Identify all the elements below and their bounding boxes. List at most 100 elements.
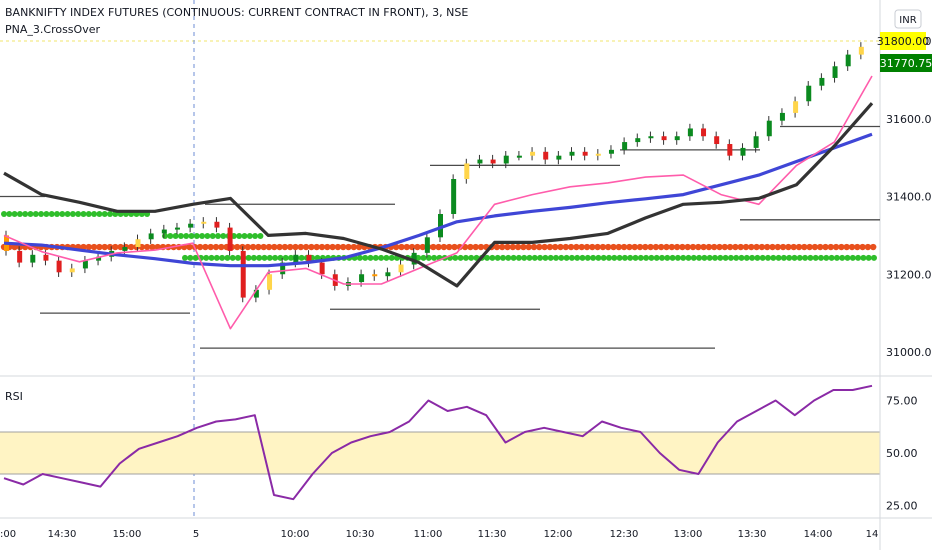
dot-band-mid [204,232,211,239]
dot-band-low [266,254,273,261]
dot-band-orange [578,243,585,251]
candle-body [398,264,404,273]
dot-band-orange [541,243,548,251]
candle-body [832,66,838,78]
dot-band-low [298,254,305,261]
time-tick-13:30: 13:30 [738,529,767,540]
price-tick-31600.00: 31600.00 [886,113,932,126]
candle-body [201,221,207,224]
dot-band-low [182,254,188,261]
dot-band-orange [525,243,532,251]
dot-band-low [590,254,597,261]
price-tick-31400.00: 31400.00 [886,191,932,204]
dot-band-top [22,210,29,217]
dot-band-orange [265,243,273,251]
dot-band-orange [605,243,612,251]
candle-body [135,239,141,248]
dot-band-orange [711,243,718,251]
dot-band-mid [172,232,179,239]
dot-band-orange [806,243,813,251]
dot-band-low [727,254,734,261]
dot-band-low [637,254,644,261]
dot-band-orange [838,243,845,251]
candle-body [858,46,864,55]
dot-band-orange [599,243,607,251]
dot-band-orange [620,243,628,251]
time-tick-14:30: 14:30 [48,529,77,540]
dot-band-low [823,254,830,261]
dot-band-orange [128,243,135,251]
dot-band-orange [684,243,691,251]
dot-band-low [706,254,713,261]
dot-band-orange [355,243,363,251]
dot-band-orange [631,243,638,251]
dot-band-low [833,254,840,261]
dot-band-low [664,254,671,261]
candle-body [293,254,299,263]
rsi-line [3,384,873,501]
dot-band-orange [186,243,193,251]
dot-band-orange [249,243,257,251]
dot-band-low [733,254,740,261]
candle-body [69,268,75,273]
candle-body [214,221,220,228]
dot-band-orange [271,243,278,251]
candle-body [122,247,128,251]
dot-band-orange [112,243,119,251]
dot-band-low [494,254,501,261]
dot-band-top [101,210,108,217]
dot-band-orange [589,243,596,251]
dot-band-orange [859,243,866,251]
dot-band-orange [552,243,559,251]
candle-body [793,101,799,113]
dot-band-low [192,254,199,261]
dot-band-low [860,254,867,261]
dot-band-low [288,254,294,261]
dot-band-low [256,254,263,261]
dot-band-orange [663,243,670,251]
dot-band-orange [742,243,750,251]
dot-band-low [653,254,660,261]
dot-band-low [568,254,575,261]
dot-band-orange [520,243,527,251]
dot-band-low [515,254,522,261]
dot-band-orange [101,243,108,251]
currency-badge[interactable] [894,9,922,29]
dot-band-low [574,254,581,261]
dot-band-orange [557,243,564,251]
rsi-band [0,432,880,474]
dot-band-low [648,254,655,261]
dot-band-orange [843,243,850,251]
dot-band-orange [207,243,214,251]
time-tick-10:00: 10:00 [281,529,310,540]
dot-band-orange [334,243,342,251]
candle-body [306,254,312,263]
candle-body [530,151,536,156]
dot-band-low [378,254,385,261]
candle-body [740,147,746,156]
candle-body [727,144,733,156]
dot-band-low [457,254,464,261]
dot-band-low [770,254,777,261]
dot-band-orange [832,243,840,251]
dot-band-orange [117,243,124,251]
dot-band-orange [456,243,463,251]
dot-band-orange [292,243,299,251]
dot-band-low [356,254,363,261]
dot-band-low [383,254,390,261]
dot-band-mid [246,232,253,239]
dot-band-low [563,254,570,261]
candle-body [582,151,588,156]
dot-band-top [69,210,76,217]
currency-label: INR [899,15,916,26]
candle-body [806,85,812,102]
dot-band-low [203,254,210,261]
dot-band-top [64,210,71,217]
dot-band-low [643,254,650,261]
dot-band-orange [705,243,713,251]
dot-band-top [80,210,87,217]
rsi-tick-50.00: 50.00 [886,447,918,460]
dot-band-orange [430,243,437,251]
dot-band-low [839,254,846,261]
